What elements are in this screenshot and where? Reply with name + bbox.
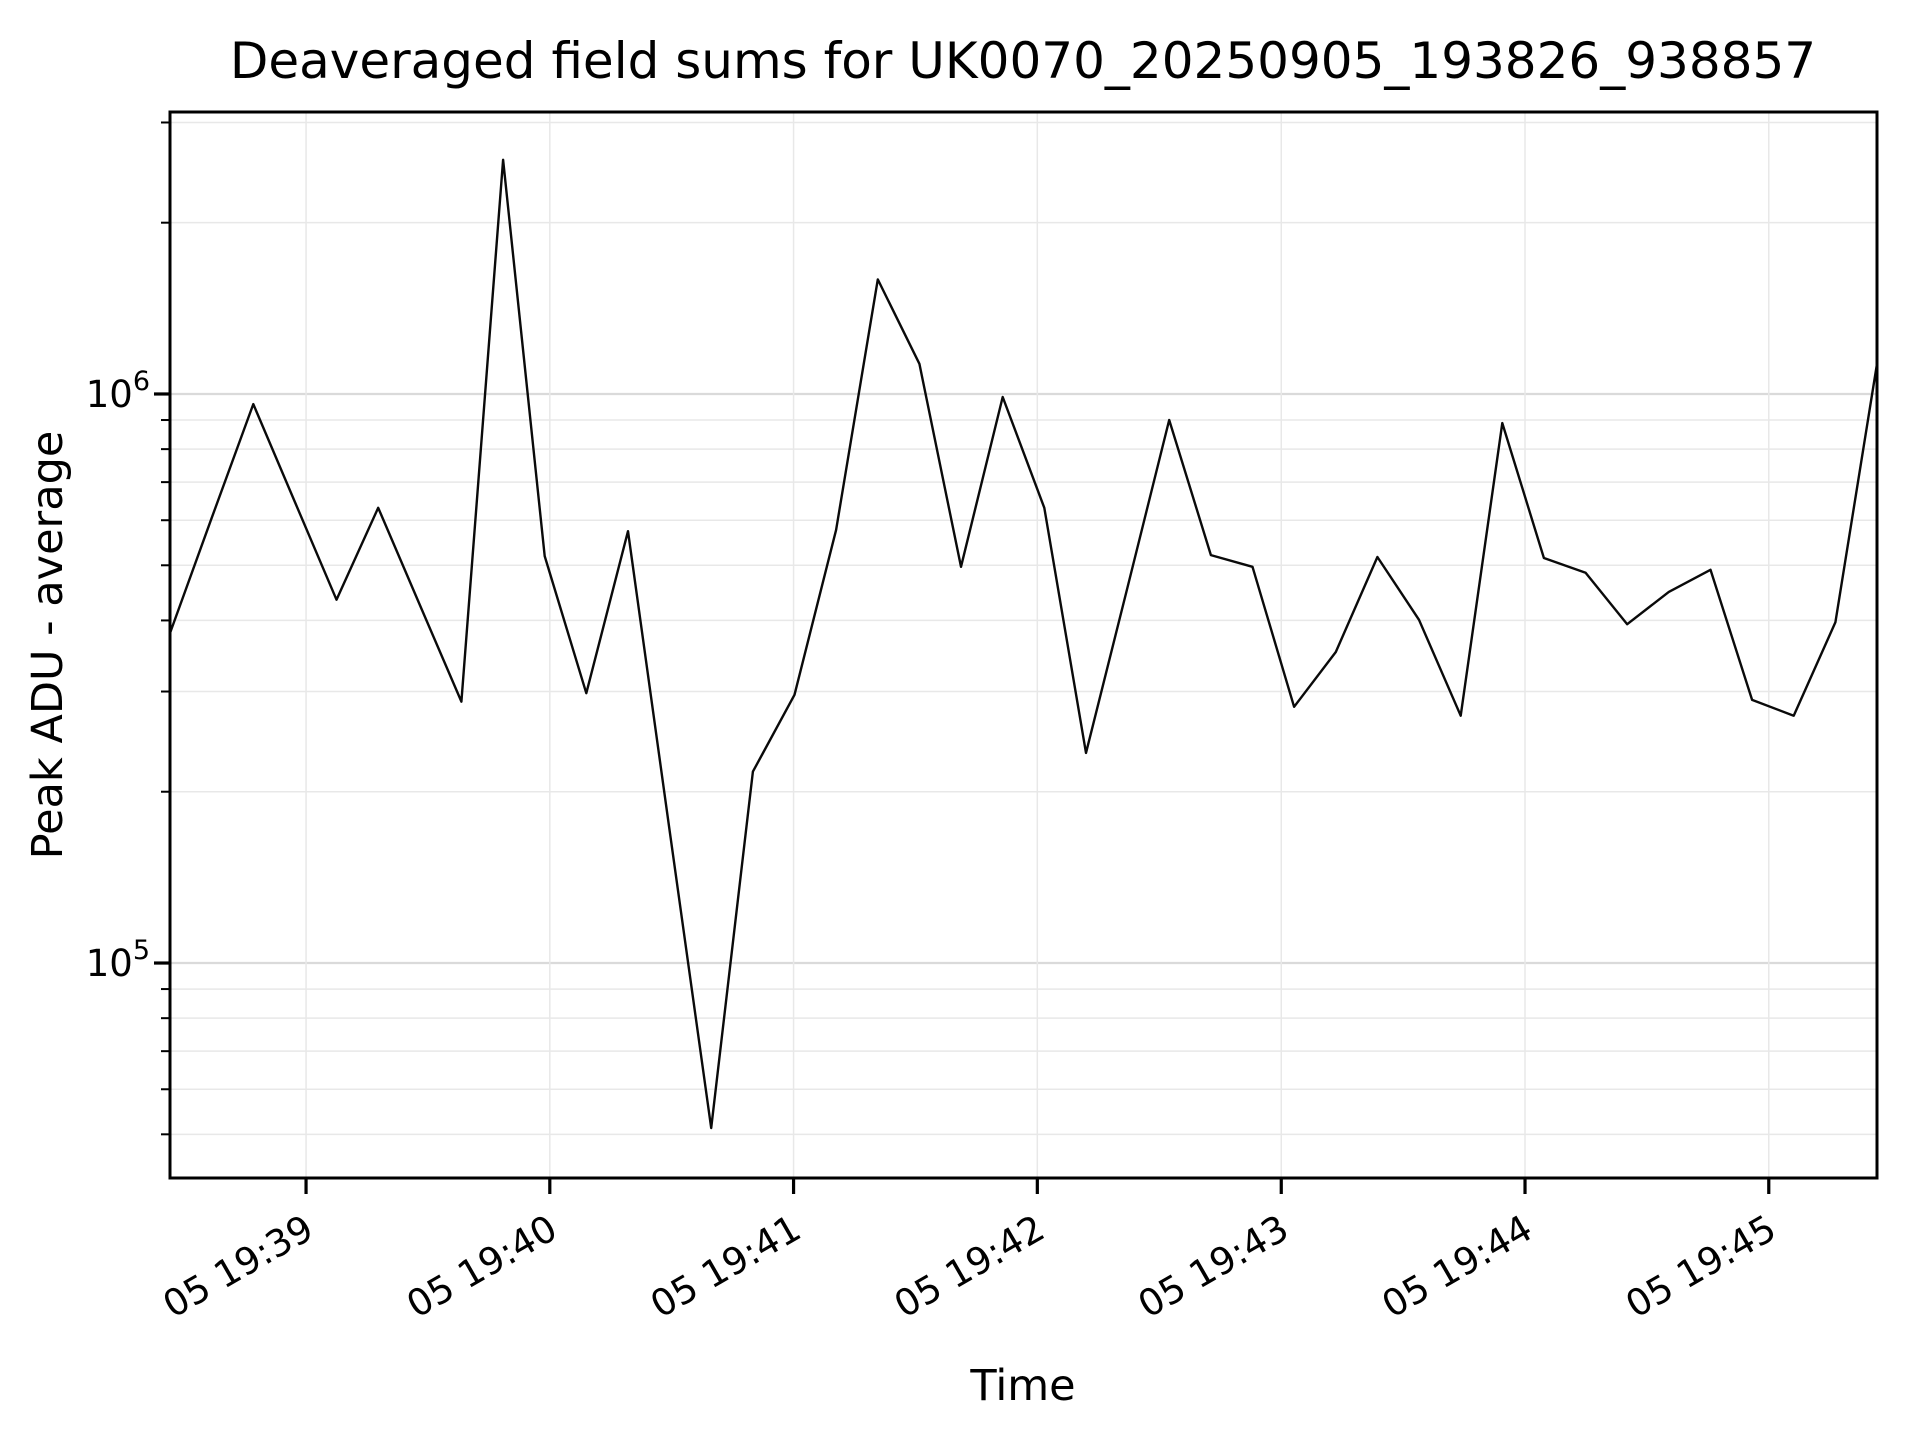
y-axis-label: Peak ADU - average: [23, 431, 73, 860]
chart-title: Deaveraged field sums for UK0070_2025090…: [230, 32, 1816, 90]
x-tick-label: 05 19:39: [156, 1207, 321, 1327]
data-line-layer: [168, 158, 1879, 1130]
data-line: [168, 158, 1879, 1130]
grid-layer: [170, 112, 1877, 1178]
plot-border: [168, 110, 1879, 1180]
x-tick-label: 05 19:42: [887, 1207, 1052, 1327]
y-tick-label: 105: [86, 935, 150, 985]
x-tick-label: 05 19:45: [1618, 1207, 1783, 1327]
x-axis-label: Time: [969, 1361, 1075, 1411]
x-tick-label: 05 19:40: [399, 1207, 564, 1327]
y-tick-label: 106: [86, 366, 150, 416]
tick-layer: 105 106 05 19:39 05 19:40 05 19:41 05 19:42 05…: [86, 121, 1783, 1327]
x-tick-label: 05 19:43: [1131, 1207, 1296, 1327]
x-tick-label: 05 19:44: [1375, 1207, 1540, 1327]
x-tick-label: 05 19:41: [643, 1207, 808, 1327]
